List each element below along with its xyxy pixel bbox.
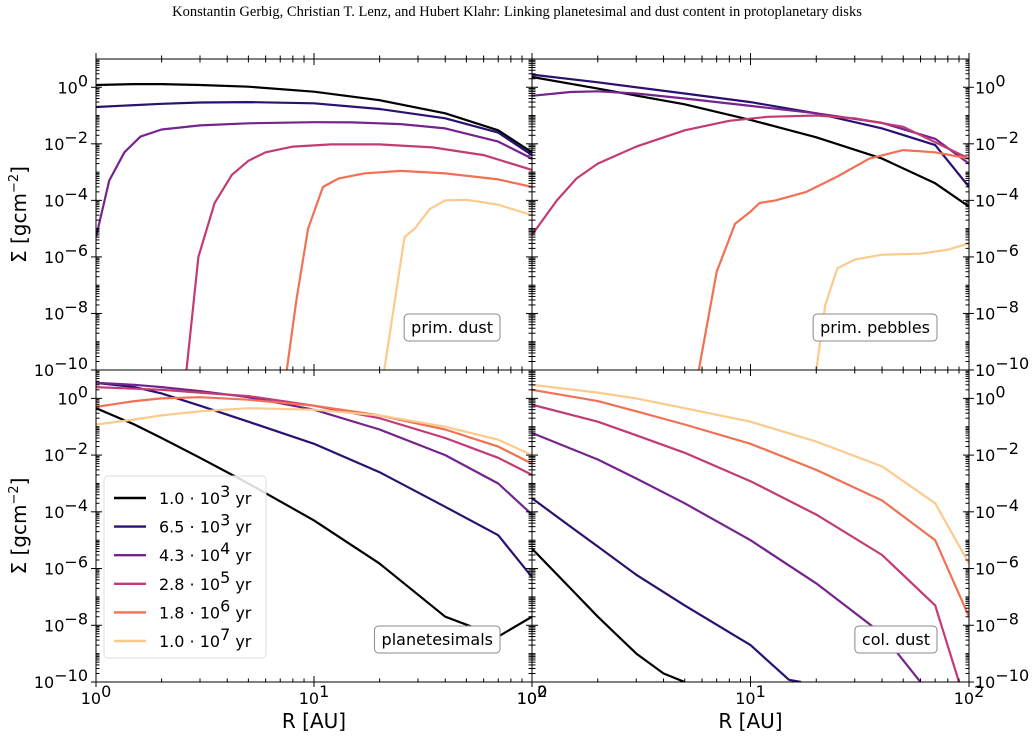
y-tick-label: 10−8 <box>44 609 88 635</box>
series-line-3 <box>185 143 532 370</box>
y-tick-label: 10−10 <box>975 666 1029 692</box>
x-tick-label: 100 <box>517 682 548 708</box>
y-tick-label: 10−4 <box>975 184 1019 210</box>
y-tick-label: 10−2 <box>44 128 88 154</box>
legend-label: 4.3 · 104 yr <box>159 539 252 565</box>
panel-planetesimals: 100 101 102 R [AU] 100 10−2 10−4 10−6 10−8 10−10 Σ… <box>7 369 548 733</box>
y-tick-label: 10−2 <box>44 439 88 465</box>
y-tick-label: 10−10 <box>34 666 88 692</box>
y-tick-label: 10−8 <box>975 297 1019 323</box>
y-tick-label: 10−6 <box>975 553 1019 579</box>
series-line-0 <box>532 547 686 682</box>
y-tick-label: 10−4 <box>44 496 88 522</box>
y-tick-label: 10−10 <box>975 354 1029 380</box>
y-tick-label: 10−6 <box>44 553 88 579</box>
series-line-2 <box>532 90 969 165</box>
y-tick-label: 10−6 <box>975 241 1019 267</box>
series-line-4 <box>532 388 969 618</box>
panel-label: prim. pebbles <box>812 313 938 342</box>
page-header: Konstantin Gerbig, Christian T. Lenz, an… <box>172 4 862 20</box>
x-tick-label: 102 <box>954 682 985 708</box>
panel-label: col. dust <box>854 625 938 654</box>
series-line-1 <box>532 73 969 188</box>
y-axis-label: Σ [gcm−2] <box>7 166 31 263</box>
svg-text:prim. dust: prim. dust <box>411 318 493 337</box>
y-tick-label: 100 <box>975 382 1006 408</box>
legend-label: 1.0 · 107 yr <box>159 625 252 651</box>
series-line-3 <box>96 386 532 476</box>
series-line-4 <box>96 396 532 465</box>
series-line-1 <box>96 101 532 157</box>
x-tick-label: 100 <box>81 682 112 708</box>
y-tick-label: 10−2 <box>975 439 1019 465</box>
legend-label: 6.5 · 103 yr <box>159 511 252 537</box>
series-line-3 <box>532 114 969 236</box>
y-tick-label: 100 <box>57 382 88 408</box>
series-line-2 <box>96 121 532 238</box>
series-line-1 <box>532 497 802 682</box>
y-tick-label: 10−4 <box>44 184 88 210</box>
x-tick-label: 102 <box>517 682 548 708</box>
series-line-4 <box>285 169 532 370</box>
x-tick-label: 101 <box>735 682 766 708</box>
y-tick-label: 100 <box>975 71 1006 97</box>
y-tick-label: 100 <box>57 71 88 97</box>
svg-text:planetesimals: planetesimals <box>382 630 493 649</box>
series-line-3 <box>532 403 961 682</box>
svg-text:prim. pebbles: prim. pebbles <box>820 318 930 337</box>
x-axis-label: R [AU] <box>282 709 346 733</box>
series-line-5 <box>532 383 969 565</box>
svg-text:col. dust: col. dust <box>862 630 930 649</box>
panel-col-dust: 100 101 102 R [AU] 100 10−2 10−4 10−6 10−8 10−10 c… <box>517 369 1029 733</box>
panel-prim-dust: 100 10−2 10−4 10−6 10−8 10−10 Σ [gcm−2] prim. d… <box>7 53 533 380</box>
y-tick-label: 10−8 <box>44 297 88 323</box>
y-tick-label: 10−6 <box>44 241 88 267</box>
y-tick-label: 10−4 <box>975 496 1019 522</box>
series-line-5 <box>383 198 532 370</box>
y-axis-label: Σ [gcm−2] <box>7 478 31 575</box>
series-line-2 <box>532 431 922 682</box>
panel-label: planetesimals <box>374 625 501 654</box>
series-line-4 <box>697 149 969 370</box>
y-tick-label: 10−10 <box>34 354 88 380</box>
legend-label: 1.0 · 103 yr <box>159 482 252 508</box>
series-line-0 <box>532 75 969 208</box>
panel-label: prim. dust <box>403 313 501 342</box>
series-line-0 <box>96 83 532 154</box>
legend-label: 2.8 · 105 yr <box>159 568 252 594</box>
y-tick-label: 10−8 <box>975 609 1019 635</box>
x-tick-label: 101 <box>299 682 330 708</box>
panel-prim-pebbles: 100 10−2 10−4 10−6 10−8 10−10 prim. pebbles <box>531 53 1029 380</box>
series-line-5 <box>815 242 969 370</box>
series-line-5 <box>96 407 532 457</box>
legend-label: 1.8 · 106 yr <box>159 596 252 622</box>
y-tick-label: 10−2 <box>975 128 1019 154</box>
legend: 1.0 · 103 yr 6.5 · 103 yr4.3 · 104 yr 2.8 … <box>103 475 267 659</box>
x-axis-label: R [AU] <box>718 709 782 733</box>
